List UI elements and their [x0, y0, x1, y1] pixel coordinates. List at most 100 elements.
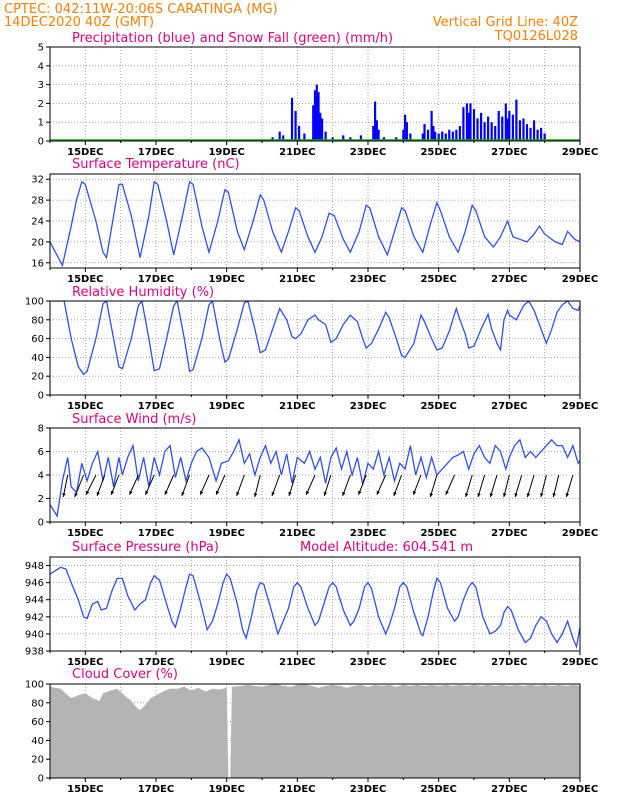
pres-ytick-label: 944: [25, 595, 44, 606]
precip-bar: [434, 131, 437, 141]
precip-bar: [525, 124, 529, 141]
precip-bar: [476, 118, 479, 141]
rh-xtick-label: 27DEC: [491, 401, 527, 412]
rh-ytick-label: 20: [31, 372, 44, 383]
cloud-ytick-label: 20: [31, 755, 44, 766]
pres-xtick-label: 15DEC: [67, 657, 103, 668]
temp-xtick-label: 21DEC: [279, 274, 315, 285]
precip-bar: [490, 122, 493, 141]
precip-bar: [282, 135, 285, 141]
wind-arrowhead: [96, 491, 100, 496]
precip-xtick-label: 15DEC: [67, 147, 103, 158]
temp-ytick-label: 20: [31, 237, 44, 248]
precip-bar: [469, 103, 472, 141]
precip-bar: [331, 137, 334, 141]
precip-bar: [508, 110, 511, 141]
cloud-xtick-label: 17DEC: [138, 784, 174, 795]
precip-bar: [479, 112, 483, 141]
wind-arrowhead: [465, 493, 469, 497]
temp-ytick-label: 28: [31, 196, 44, 207]
precip-bar: [313, 90, 317, 141]
wind-ytick-label: 8: [38, 424, 44, 435]
wind-xtick-label: 21DEC: [279, 528, 315, 539]
wind-vector: [62, 474, 69, 498]
pres-line: [50, 566, 580, 649]
wind-arrowhead: [393, 491, 397, 496]
wind-arrowhead: [145, 490, 149, 495]
precip-bar: [518, 120, 522, 141]
temp-ytick-label: 16: [31, 258, 44, 269]
wind-arrowhead: [110, 490, 115, 495]
precip-bar: [501, 116, 504, 141]
precip-xtick-label: 25DEC: [420, 147, 456, 158]
precip-ytick-label: 1: [38, 118, 44, 129]
precip-bar: [543, 133, 546, 141]
wind-arrowhead: [376, 490, 380, 495]
cloud-xtick-label: 21DEC: [279, 784, 315, 795]
wind-arrowhead: [477, 493, 481, 497]
cloud-ytick-label: 40: [31, 736, 44, 747]
pres-frame: [49, 556, 581, 652]
rh-ytick-label: 40: [31, 353, 44, 364]
rh-line: [50, 301, 580, 376]
wind-arrowhead: [306, 490, 310, 495]
precip-bar: [342, 135, 345, 141]
cloud-cover-area: [50, 684, 580, 778]
precip-xtick-label: 17DEC: [138, 147, 174, 158]
wind-arrowhead: [216, 490, 220, 495]
precip-bar: [504, 103, 507, 141]
cloud-xtick-label: 19DEC: [208, 784, 244, 795]
wind-vector: [85, 474, 97, 496]
temp-line: [50, 180, 580, 268]
temp-xtick-label: 27DEC: [491, 274, 527, 285]
cloud-ytick-label: 80: [31, 698, 44, 709]
temp-xtick-label: 25DEC: [420, 274, 456, 285]
header-grid-info: Vertical Grid Line: 40Z: [433, 15, 578, 30]
pres-title: Surface Pressure (hPa): [72, 540, 219, 555]
precip-bar: [290, 97, 294, 141]
temp-xtick-label: 29DEC: [562, 274, 598, 285]
wind-arrowhead: [526, 493, 531, 497]
wind-vector: [254, 474, 261, 498]
precip-bar: [465, 103, 469, 141]
wind-arrowhead: [271, 491, 275, 496]
precip-bar: [540, 127, 543, 141]
wind-arrowhead: [514, 493, 518, 497]
precip-bar: [448, 129, 451, 141]
pres-ytick-label: 946: [25, 578, 44, 589]
precip-bar: [532, 120, 536, 141]
precip-bar: [430, 110, 433, 141]
rh-panel: 0 20 40 60 80 100 15DEC 17DEC 19DEC 21DEC 23DEC 25D…: [25, 285, 598, 412]
wind-vector: [465, 474, 473, 498]
wind-vector: [552, 474, 560, 498]
pres-xtick-label: 23DEC: [350, 657, 386, 668]
wind-xtick-label: 25DEC: [420, 528, 456, 539]
precip-bar: [294, 110, 297, 141]
precip-xtick-label: 29DEC: [562, 147, 598, 158]
temp-xtick-label: 19DEC: [208, 274, 244, 285]
pres-xtick-label: 27DEC: [491, 657, 527, 668]
rh-xtick-label: 23DEC: [350, 401, 386, 412]
wind-arrowhead: [74, 493, 78, 497]
wind-arrowhead: [236, 491, 240, 496]
precip-xtick-label: 21DEC: [279, 147, 315, 158]
rh-title: Relative Humidity (%): [72, 285, 214, 300]
rh-xtick-label: 15DEC: [67, 401, 103, 412]
precip-ytick-label: 4: [38, 61, 44, 72]
precip-bar: [421, 133, 424, 141]
rh-ytick-label: 60: [31, 334, 44, 345]
precip-xtick-label: 19DEC: [208, 147, 244, 158]
precip-bar: [320, 118, 324, 141]
pres-ytick-label: 938: [25, 647, 44, 658]
wind-vector: [181, 474, 191, 497]
wind-arrowhead: [86, 490, 90, 495]
temp-ytick-label: 24: [31, 217, 44, 228]
wind-arrowhead: [342, 491, 346, 496]
precip-bar: [437, 133, 440, 141]
cloud-frame: [49, 683, 581, 779]
wind-ytick-label: 2: [38, 494, 44, 505]
wind-vector: [376, 474, 387, 496]
wind-ytick-label: 6: [38, 447, 44, 458]
precip-bar: [483, 122, 486, 141]
wind-vector: [342, 474, 351, 497]
